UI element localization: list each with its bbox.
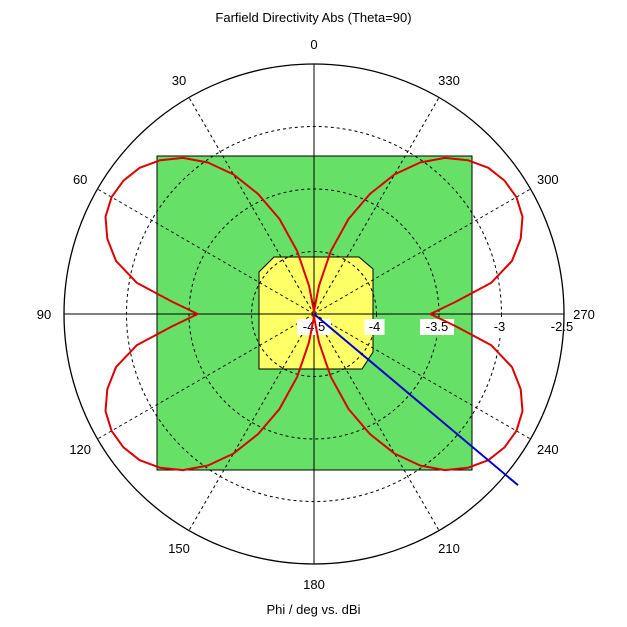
angle-tick-label: 180: [303, 577, 325, 592]
radial-tick-label: -3: [494, 319, 506, 334]
tick-label-bg: [489, 319, 510, 335]
angle-tick-label: 60: [73, 172, 87, 187]
x-axis-label: Phi / deg vs. dBi: [267, 602, 361, 617]
angle-tick-label: 330: [438, 73, 460, 88]
angle-tick-labels: 0 30 60 90 120 150 180 210 240 270 300 330: [37, 37, 595, 592]
radial-tick-label: -2.5: [551, 319, 573, 334]
radial-tick-label: -4: [369, 319, 381, 334]
radial-tick-label: -4.5: [303, 319, 325, 334]
marker-layer: [313, 313, 519, 486]
angle-tick-label: 210: [438, 541, 460, 556]
angle-tick-label: 30: [172, 73, 186, 88]
tick-label-bg: [297, 319, 331, 335]
chart-title: Farfield Directivity Abs (Theta=90): [215, 10, 411, 25]
angle-tick-label: 90: [37, 307, 51, 322]
tick-label-bg: [420, 319, 454, 335]
angle-tick-label: 300: [537, 172, 559, 187]
angle-tick-label: 270: [573, 307, 595, 322]
angle-tick-label: 0: [310, 37, 317, 52]
radial-tick-label: -3.5: [426, 319, 448, 334]
angle-tick-label: 120: [69, 442, 91, 457]
radial-tick-labels: -4.5 -4 -3.5 -3 -2.5: [297, 319, 573, 335]
angle-tick-label: 240: [537, 442, 559, 457]
tick-label-bg: [364, 319, 385, 335]
marker-line: [313, 313, 519, 486]
angle-tick-label: 150: [168, 541, 190, 556]
